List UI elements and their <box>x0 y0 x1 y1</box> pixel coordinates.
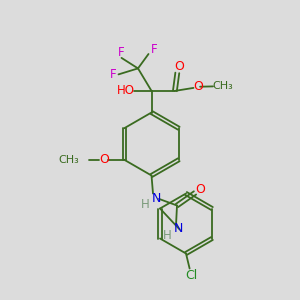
Text: CH₃: CH₃ <box>58 155 79 165</box>
Text: O: O <box>194 80 203 93</box>
Text: CH₃: CH₃ <box>212 81 233 92</box>
Text: F: F <box>118 46 125 59</box>
Text: H: H <box>140 198 149 211</box>
Text: F: F <box>151 43 157 56</box>
Text: O: O <box>99 153 109 166</box>
Text: Cl: Cl <box>185 268 197 282</box>
Text: N: N <box>174 222 183 235</box>
Text: O: O <box>196 183 205 196</box>
Text: F: F <box>110 68 116 81</box>
Text: HO: HO <box>117 84 135 98</box>
Text: N: N <box>151 191 161 205</box>
Text: O: O <box>174 60 184 74</box>
Text: H: H <box>163 229 172 242</box>
